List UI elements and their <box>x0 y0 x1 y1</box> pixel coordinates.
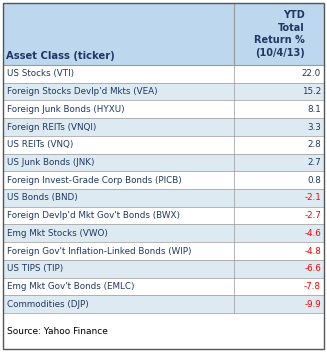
Text: 2.7: 2.7 <box>307 158 321 167</box>
Text: Foreign REITs (VNQI): Foreign REITs (VNQI) <box>7 122 96 132</box>
Bar <box>3 295 324 313</box>
Text: -6.6: -6.6 <box>304 264 321 273</box>
Text: YTD
Total
Return %
(10/4/13): YTD Total Return % (10/4/13) <box>254 11 304 58</box>
Text: Emg Mkt Gov't Bonds (EMLC): Emg Mkt Gov't Bonds (EMLC) <box>7 282 134 291</box>
Text: -2.7: -2.7 <box>304 211 321 220</box>
Text: Commodities (DJP): Commodities (DJP) <box>7 300 89 309</box>
Text: Foreign Stocks Devlp'd Mkts (VEA): Foreign Stocks Devlp'd Mkts (VEA) <box>7 87 158 96</box>
Text: Foreign Junk Bonds (HYXU): Foreign Junk Bonds (HYXU) <box>7 105 125 114</box>
Text: Foreign Devlp'd Mkt Gov't Bonds (BWX): Foreign Devlp'd Mkt Gov't Bonds (BWX) <box>7 211 180 220</box>
Text: 15.2: 15.2 <box>302 87 321 96</box>
Text: Foreign Invest-Grade Corp Bonds (PICB): Foreign Invest-Grade Corp Bonds (PICB) <box>7 176 182 185</box>
Bar <box>3 136 324 153</box>
Text: Source: Yahoo Finance: Source: Yahoo Finance <box>7 327 108 335</box>
Bar <box>3 153 324 171</box>
Text: -7.8: -7.8 <box>304 282 321 291</box>
Bar <box>3 189 324 207</box>
Text: 22.0: 22.0 <box>302 69 321 78</box>
Text: Asset Class (ticker): Asset Class (ticker) <box>6 51 115 61</box>
Text: -9.9: -9.9 <box>304 300 321 309</box>
Text: US Bonds (BND): US Bonds (BND) <box>7 193 78 202</box>
Bar <box>3 100 324 118</box>
Bar <box>3 242 324 260</box>
Text: US Junk Bonds (JNK): US Junk Bonds (JNK) <box>7 158 95 167</box>
Bar <box>3 260 324 278</box>
Text: 3.3: 3.3 <box>307 122 321 132</box>
Text: 8.1: 8.1 <box>307 105 321 114</box>
Bar <box>3 207 324 225</box>
Text: US Stocks (VTI): US Stocks (VTI) <box>7 69 74 78</box>
Text: -4.6: -4.6 <box>304 229 321 238</box>
Bar <box>3 83 324 100</box>
Bar <box>3 171 324 189</box>
Text: US REITs (VNQ): US REITs (VNQ) <box>7 140 73 149</box>
Text: 0.8: 0.8 <box>307 176 321 185</box>
Bar <box>3 3 324 65</box>
Bar <box>3 313 324 349</box>
Text: Foreign Gov't Inflation-Linked Bonds (WIP): Foreign Gov't Inflation-Linked Bonds (WI… <box>7 246 191 256</box>
Text: 2.8: 2.8 <box>307 140 321 149</box>
Text: Emg Mkt Stocks (VWO): Emg Mkt Stocks (VWO) <box>7 229 108 238</box>
Bar <box>3 225 324 242</box>
Text: -2.1: -2.1 <box>304 193 321 202</box>
Bar <box>3 278 324 295</box>
Text: US TIPS (TIP): US TIPS (TIP) <box>7 264 63 273</box>
Text: -4.8: -4.8 <box>304 246 321 256</box>
Bar <box>3 65 324 83</box>
Bar <box>3 118 324 136</box>
